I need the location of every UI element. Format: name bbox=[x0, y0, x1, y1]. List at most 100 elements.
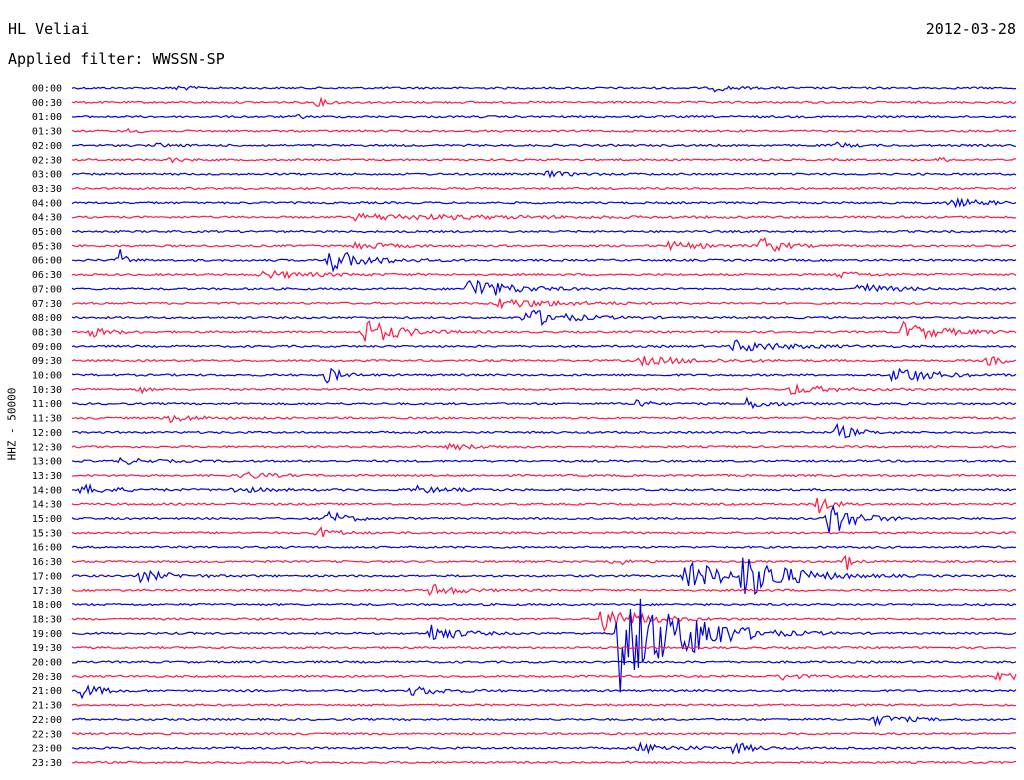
time-tick-label: 07:30 bbox=[32, 299, 62, 310]
time-tick-label: 05:30 bbox=[32, 241, 62, 252]
seismic-trace-47 bbox=[71, 760, 1017, 765]
seismic-trace-43 bbox=[71, 703, 1017, 707]
time-tick-label: 13:00 bbox=[32, 457, 62, 468]
seismic-trace-28 bbox=[71, 483, 1017, 495]
time-tick-label: 17:00 bbox=[32, 571, 62, 582]
seismic-trace-15 bbox=[71, 298, 1017, 310]
time-tick-label: 14:30 bbox=[32, 500, 62, 511]
seismic-trace-13 bbox=[71, 269, 1017, 280]
time-tick-label: 18:00 bbox=[32, 600, 62, 611]
seismic-trace-34 bbox=[71, 557, 1017, 596]
time-tick-label: 06:30 bbox=[32, 270, 62, 281]
time-tick-label: 11:00 bbox=[32, 399, 62, 410]
time-tick-label: 22:30 bbox=[32, 729, 62, 740]
seismic-trace-24 bbox=[71, 422, 1017, 439]
seismic-trace-40 bbox=[71, 660, 1017, 664]
filter-label: Applied filter: WWSSN-SP bbox=[8, 50, 225, 68]
time-tick-label: 08:00 bbox=[32, 313, 62, 324]
time-tick-label: 07:00 bbox=[32, 284, 62, 295]
seismic-trace-2 bbox=[71, 113, 1017, 120]
seismic-trace-9 bbox=[71, 212, 1017, 223]
seismic-trace-26 bbox=[71, 456, 1017, 465]
time-tick-label: 23:00 bbox=[32, 744, 62, 755]
time-tick-label: 05:00 bbox=[32, 227, 62, 238]
time-tick-label: 20:30 bbox=[32, 672, 62, 683]
time-tick-label: 02:00 bbox=[32, 141, 62, 152]
time-tick-label: 20:00 bbox=[32, 658, 62, 669]
seismic-trace-45 bbox=[71, 731, 1017, 736]
time-tick-label: 14:00 bbox=[32, 485, 62, 496]
seismic-trace-18 bbox=[71, 339, 1017, 352]
time-tick-label: 04:30 bbox=[32, 213, 62, 224]
time-tick-label: 16:30 bbox=[32, 557, 62, 568]
seismic-trace-4 bbox=[71, 141, 1017, 149]
time-tick-label: 12:00 bbox=[32, 428, 62, 439]
time-tick-label: 21:00 bbox=[32, 686, 62, 697]
seismic-trace-6 bbox=[71, 169, 1017, 179]
time-tick-label: 16:00 bbox=[32, 543, 62, 554]
time-tick-label: 08:30 bbox=[32, 327, 62, 338]
seismic-trace-0 bbox=[71, 85, 1017, 93]
seismic-trace-25 bbox=[71, 442, 1017, 451]
time-tick-label: 01:00 bbox=[32, 112, 62, 123]
time-tick-label: 01:30 bbox=[32, 127, 62, 138]
seismic-trace-20 bbox=[71, 367, 1017, 384]
seismic-trace-10 bbox=[71, 229, 1017, 234]
time-tick-label: 00:30 bbox=[32, 98, 62, 109]
time-tick-label: 15:30 bbox=[32, 528, 62, 539]
time-tick-label: 06:00 bbox=[32, 256, 62, 267]
seismic-trace-37 bbox=[71, 610, 1017, 632]
seismic-trace-39 bbox=[71, 645, 1017, 650]
time-tick-label: 21:30 bbox=[32, 701, 62, 712]
seismic-trace-32 bbox=[71, 545, 1017, 549]
seismic-trace-36 bbox=[71, 602, 1017, 607]
time-tick-label: 13:30 bbox=[32, 471, 62, 482]
time-tick-label: 22:00 bbox=[32, 715, 62, 726]
seismic-trace-8 bbox=[71, 196, 1017, 209]
time-tick-label: 03:30 bbox=[32, 184, 62, 195]
seismic-trace-46 bbox=[71, 741, 1017, 755]
seismic-trace-29 bbox=[71, 497, 1017, 514]
time-tick-label: 18:30 bbox=[32, 614, 62, 625]
time-tick-label: 11:30 bbox=[32, 414, 62, 425]
time-tick-label: 10:30 bbox=[32, 385, 62, 396]
seismic-trace-35 bbox=[71, 583, 1017, 597]
time-tick-label: 12:30 bbox=[32, 442, 62, 453]
seismic-trace-21 bbox=[71, 382, 1017, 395]
seismic-trace-11 bbox=[71, 236, 1017, 253]
seismic-trace-41 bbox=[71, 670, 1017, 682]
time-tick-label: 10:00 bbox=[32, 371, 62, 382]
seismic-trace-22 bbox=[71, 396, 1017, 410]
time-tick-label: 00:00 bbox=[32, 84, 62, 95]
seismic-trace-31 bbox=[71, 526, 1017, 538]
seismic-trace-30 bbox=[71, 504, 1017, 534]
seismic-trace-1 bbox=[71, 96, 1017, 108]
time-tick-label: 02:30 bbox=[32, 155, 62, 166]
seismic-trace-5 bbox=[71, 156, 1017, 164]
time-tick-label: 19:30 bbox=[32, 643, 62, 654]
seismic-trace-12 bbox=[71, 249, 1017, 273]
date-label: 2012-03-28 bbox=[925, 20, 1016, 38]
seismic-trace-16 bbox=[71, 309, 1017, 327]
seismic-trace-17 bbox=[71, 320, 1017, 342]
time-tick-label: 09:30 bbox=[32, 356, 62, 367]
seismic-trace-3 bbox=[71, 127, 1017, 134]
station-title: HL Veliai bbox=[8, 20, 90, 38]
seismic-trace-19 bbox=[71, 355, 1017, 367]
time-tick-label: 19:00 bbox=[32, 629, 62, 640]
time-tick-label: 09:00 bbox=[32, 342, 62, 353]
seismic-trace-27 bbox=[71, 471, 1017, 479]
time-tick-label: 04:00 bbox=[32, 198, 62, 209]
time-tick-label: 23:30 bbox=[32, 758, 62, 769]
time-tick-label: 03:00 bbox=[32, 170, 62, 181]
seismic-trace-7 bbox=[71, 186, 1017, 191]
seismic-trace-44 bbox=[71, 714, 1017, 727]
time-tick-label: 15:00 bbox=[32, 514, 62, 525]
seismic-trace-38 bbox=[71, 598, 1017, 693]
seismic-trace-33 bbox=[71, 555, 1017, 571]
seismic-trace-14 bbox=[71, 279, 1017, 296]
seismic-trace-42 bbox=[71, 684, 1017, 700]
seismic-trace-23 bbox=[71, 414, 1017, 424]
